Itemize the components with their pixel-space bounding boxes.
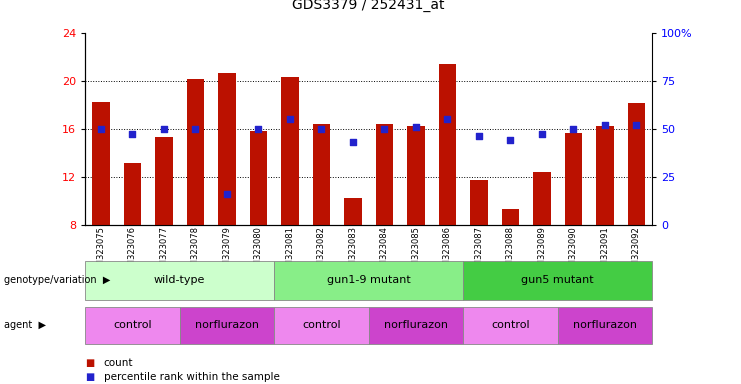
Text: percentile rank within the sample: percentile rank within the sample [104,372,279,382]
Text: ■: ■ [85,358,94,368]
Text: genotype/variation  ▶: genotype/variation ▶ [4,275,110,285]
Point [505,137,516,143]
Point [95,126,107,132]
Bar [439,64,456,225]
Text: ■: ■ [85,372,94,382]
Bar [597,126,614,225]
Bar [187,79,204,225]
Bar [93,102,110,225]
Point [190,126,202,132]
Text: norflurazon: norflurazon [573,320,637,331]
Bar [282,77,299,225]
Point [221,191,233,197]
Point [253,126,265,132]
Point [127,131,139,137]
Point [410,124,422,130]
Point [316,126,328,132]
Text: GDS3379 / 252431_at: GDS3379 / 252431_at [293,0,445,12]
Text: norflurazon: norflurazon [195,320,259,331]
Bar [345,198,362,225]
Point [473,133,485,139]
Text: count: count [104,358,133,368]
Text: control: control [491,320,530,331]
Point [158,126,170,132]
Bar [408,126,425,225]
Point [568,126,579,132]
Text: control: control [113,320,152,331]
Point [599,122,611,128]
Bar [124,164,141,225]
Bar [250,131,267,225]
Bar [376,124,393,225]
Point [536,131,548,137]
Bar [534,172,551,225]
Bar [565,134,582,225]
Text: gun5 mutant: gun5 mutant [521,275,594,285]
Bar [219,73,236,225]
Point [379,126,391,132]
Text: control: control [302,320,341,331]
Bar [502,209,519,225]
Text: agent  ▶: agent ▶ [4,320,46,331]
Point [347,139,359,145]
Bar [313,124,330,225]
Bar [156,137,173,225]
Text: wild-type: wild-type [154,275,205,285]
Point [442,116,453,122]
Bar [628,103,645,225]
Text: norflurazon: norflurazon [384,320,448,331]
Point [631,122,642,128]
Point [284,116,296,122]
Text: gun1-9 mutant: gun1-9 mutant [327,275,411,285]
Bar [471,180,488,225]
